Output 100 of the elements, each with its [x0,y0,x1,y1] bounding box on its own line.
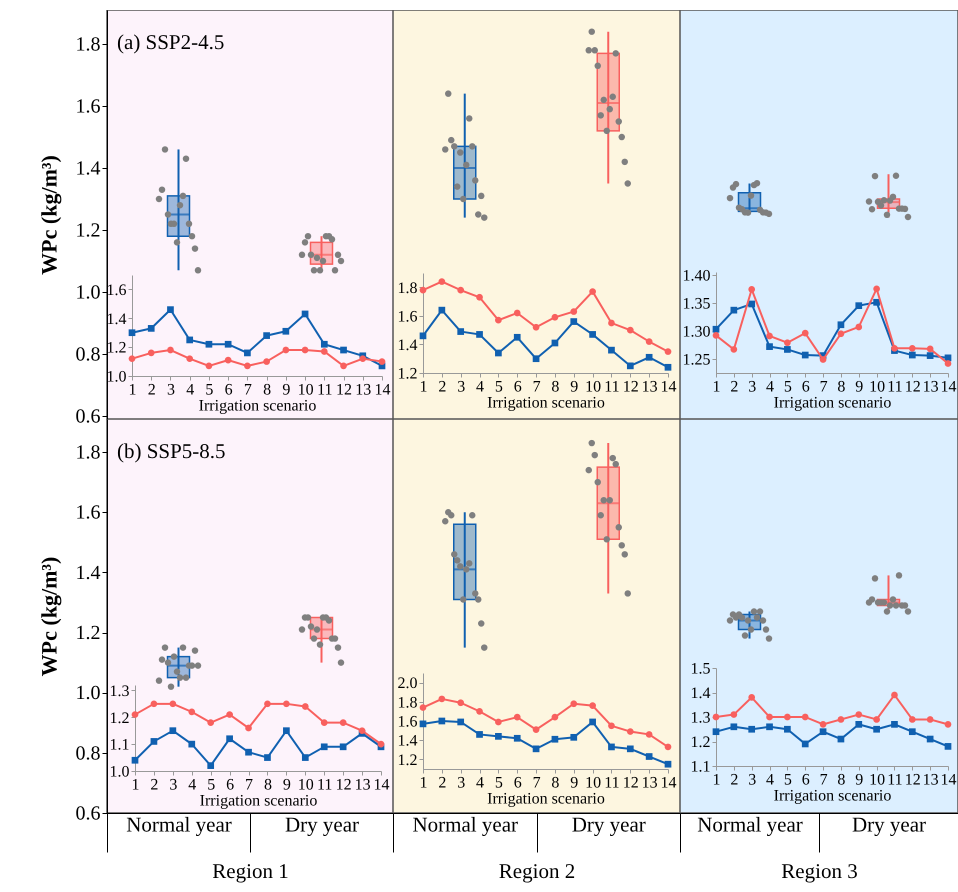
point [457,328,464,335]
point [476,708,483,715]
point [224,356,232,364]
point [646,731,653,738]
point [148,350,155,356]
point [873,285,880,292]
point [302,310,308,318]
point [206,362,212,370]
point [283,700,290,708]
y-tick-label: 1.3 [690,710,710,726]
point [320,348,328,355]
x-tick-label: 13 [642,378,658,396]
x-tick-label: Normal year [412,812,518,836]
point [552,340,558,346]
point [552,714,558,721]
point [748,694,756,701]
point [748,286,756,293]
x-tick-label: 12 [904,378,921,396]
x-tick-label: 12 [336,382,352,398]
x-axis-title: Irrigation scenario [198,398,316,414]
x-tick-label: 7 [820,378,828,396]
point [626,745,634,752]
point [302,754,309,761]
point [926,716,934,723]
point [206,340,212,348]
point [532,745,540,752]
x-axis-title: Irrigation scenario [487,790,605,808]
x-tick-label: 11 [887,378,903,396]
point [908,352,916,358]
x-tick-label: Normal year [697,812,803,836]
point [169,700,176,708]
x-tick-label: 1 [712,378,720,396]
y-tick-label: 1.6 [398,714,418,730]
y-tick-label: 1.6 [76,502,100,524]
point [244,350,251,356]
point [532,726,540,733]
point [766,332,773,340]
point [589,288,596,295]
point [438,278,446,285]
point [908,728,916,736]
point [608,722,615,730]
x-tick-label: Dry year [572,812,646,836]
point [944,743,952,750]
point [802,740,809,748]
point [263,332,270,339]
y-tick-label: 1.6 [398,308,418,326]
point [263,358,270,365]
point [820,728,826,736]
y-tick-label: 1.8 [76,442,100,464]
y-tick-label: 1.0 [106,368,126,386]
point [186,355,194,362]
x-tick-label: 11 [317,776,332,794]
point [802,714,809,720]
point [420,720,426,728]
point [207,762,214,769]
point [712,326,720,333]
x-axis-title: Region 1 [212,859,289,883]
x-tick-label: Normal year [126,812,232,836]
point [926,352,934,359]
x-tick-label: 5 [205,382,214,398]
point [570,734,578,741]
point [226,711,233,718]
point [664,760,672,768]
x-tick-label: 6 [224,382,233,398]
point [186,336,194,344]
x-tick-label: 3 [166,382,175,398]
point [340,346,347,354]
point [802,330,809,337]
point [438,696,446,702]
point [570,308,578,315]
point [244,362,251,370]
x-tick-label: 13 [355,382,372,398]
y-tick-label: 1.4 [76,562,100,584]
x-tick-label: 2 [730,772,738,788]
point [378,740,384,748]
x-tick-label: 12 [622,378,639,396]
y-tick-label: 1.5 [690,660,710,678]
x-tick-label: Dry year [284,812,360,836]
x-tick-label: 3 [748,772,756,788]
point [302,346,308,354]
point [226,735,233,742]
y-tick-label: 1.2 [398,752,418,769]
point [245,724,252,732]
point [340,362,347,370]
x-tick-label: 5 [494,774,503,792]
point [802,352,809,358]
x-tick-label: 10 [298,776,314,794]
y-tick-label: 1.2 [398,366,418,382]
y-tick-label: 1.4 [690,685,710,702]
y-tick-label: 0.6 [76,802,100,824]
x-tick-label: 2 [148,382,156,398]
x-tick-label: 3 [457,774,466,792]
point [646,354,653,361]
x-axis-title: Irrigation scenario [774,788,892,804]
x-tick-label: 10 [585,774,602,792]
point [514,714,521,721]
x-tick-label: 6 [514,774,522,792]
point [264,700,271,708]
point [457,286,464,294]
point [712,714,720,720]
